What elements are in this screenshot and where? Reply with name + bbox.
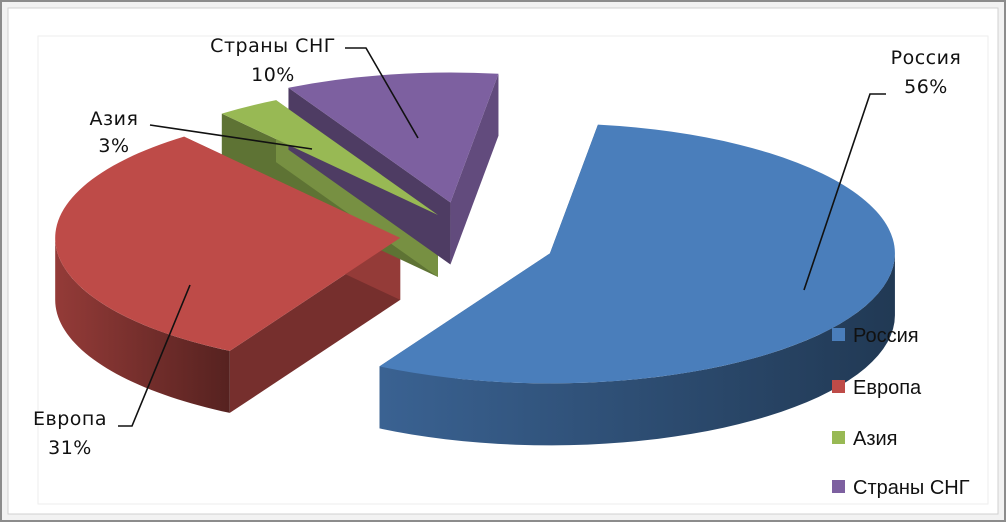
slice-asia bbox=[221, 100, 438, 215]
legend: Россия Европа Азия Страны СНГ bbox=[832, 325, 970, 499]
legend-label-europe: Европа bbox=[853, 377, 922, 399]
slice-rim-europe bbox=[55, 237, 230, 413]
leader-line-europe bbox=[118, 284, 191, 427]
slice-europe bbox=[55, 136, 401, 351]
legend-label-cis: Страны СНГ bbox=[853, 477, 970, 499]
slice-rim-russia bbox=[379, 253, 895, 446]
data-label-europe-value: 31% bbox=[48, 437, 92, 459]
slice-tops bbox=[55, 72, 895, 384]
slice-cis bbox=[288, 72, 499, 203]
leader-line-asia bbox=[149, 124, 313, 150]
leader-line-cis bbox=[345, 47, 419, 139]
leader-line-russia bbox=[803, 93, 886, 291]
legend-swatch-russia bbox=[832, 328, 845, 341]
legend-label-russia: Россия bbox=[853, 325, 919, 347]
data-label-cis-name: Страны СНГ bbox=[210, 35, 336, 57]
legend-label-asia: Азия bbox=[853, 428, 898, 450]
legend-swatch-europe bbox=[832, 380, 845, 393]
pie-slices bbox=[55, 72, 895, 446]
legend-swatch-cis bbox=[832, 480, 845, 493]
data-label-europe-name: Европа bbox=[33, 408, 107, 430]
data-label-asia-name: Азия bbox=[90, 108, 139, 130]
data-label-cis-value: 10% bbox=[251, 64, 295, 86]
data-labels: Россия 56% Европа 31% Азия 3% Страны СНГ… bbox=[33, 35, 961, 459]
data-label-russia-value: 56% bbox=[904, 76, 948, 98]
slice-wall-europe bbox=[229, 237, 401, 413]
data-label-asia-value: 3% bbox=[98, 135, 129, 157]
leader-lines bbox=[118, 47, 886, 427]
data-label-russia-name: Россия bbox=[891, 47, 962, 69]
legend-swatch-asia bbox=[832, 431, 845, 444]
slice-russia bbox=[379, 124, 895, 384]
slice-wall-cis bbox=[450, 73, 499, 265]
